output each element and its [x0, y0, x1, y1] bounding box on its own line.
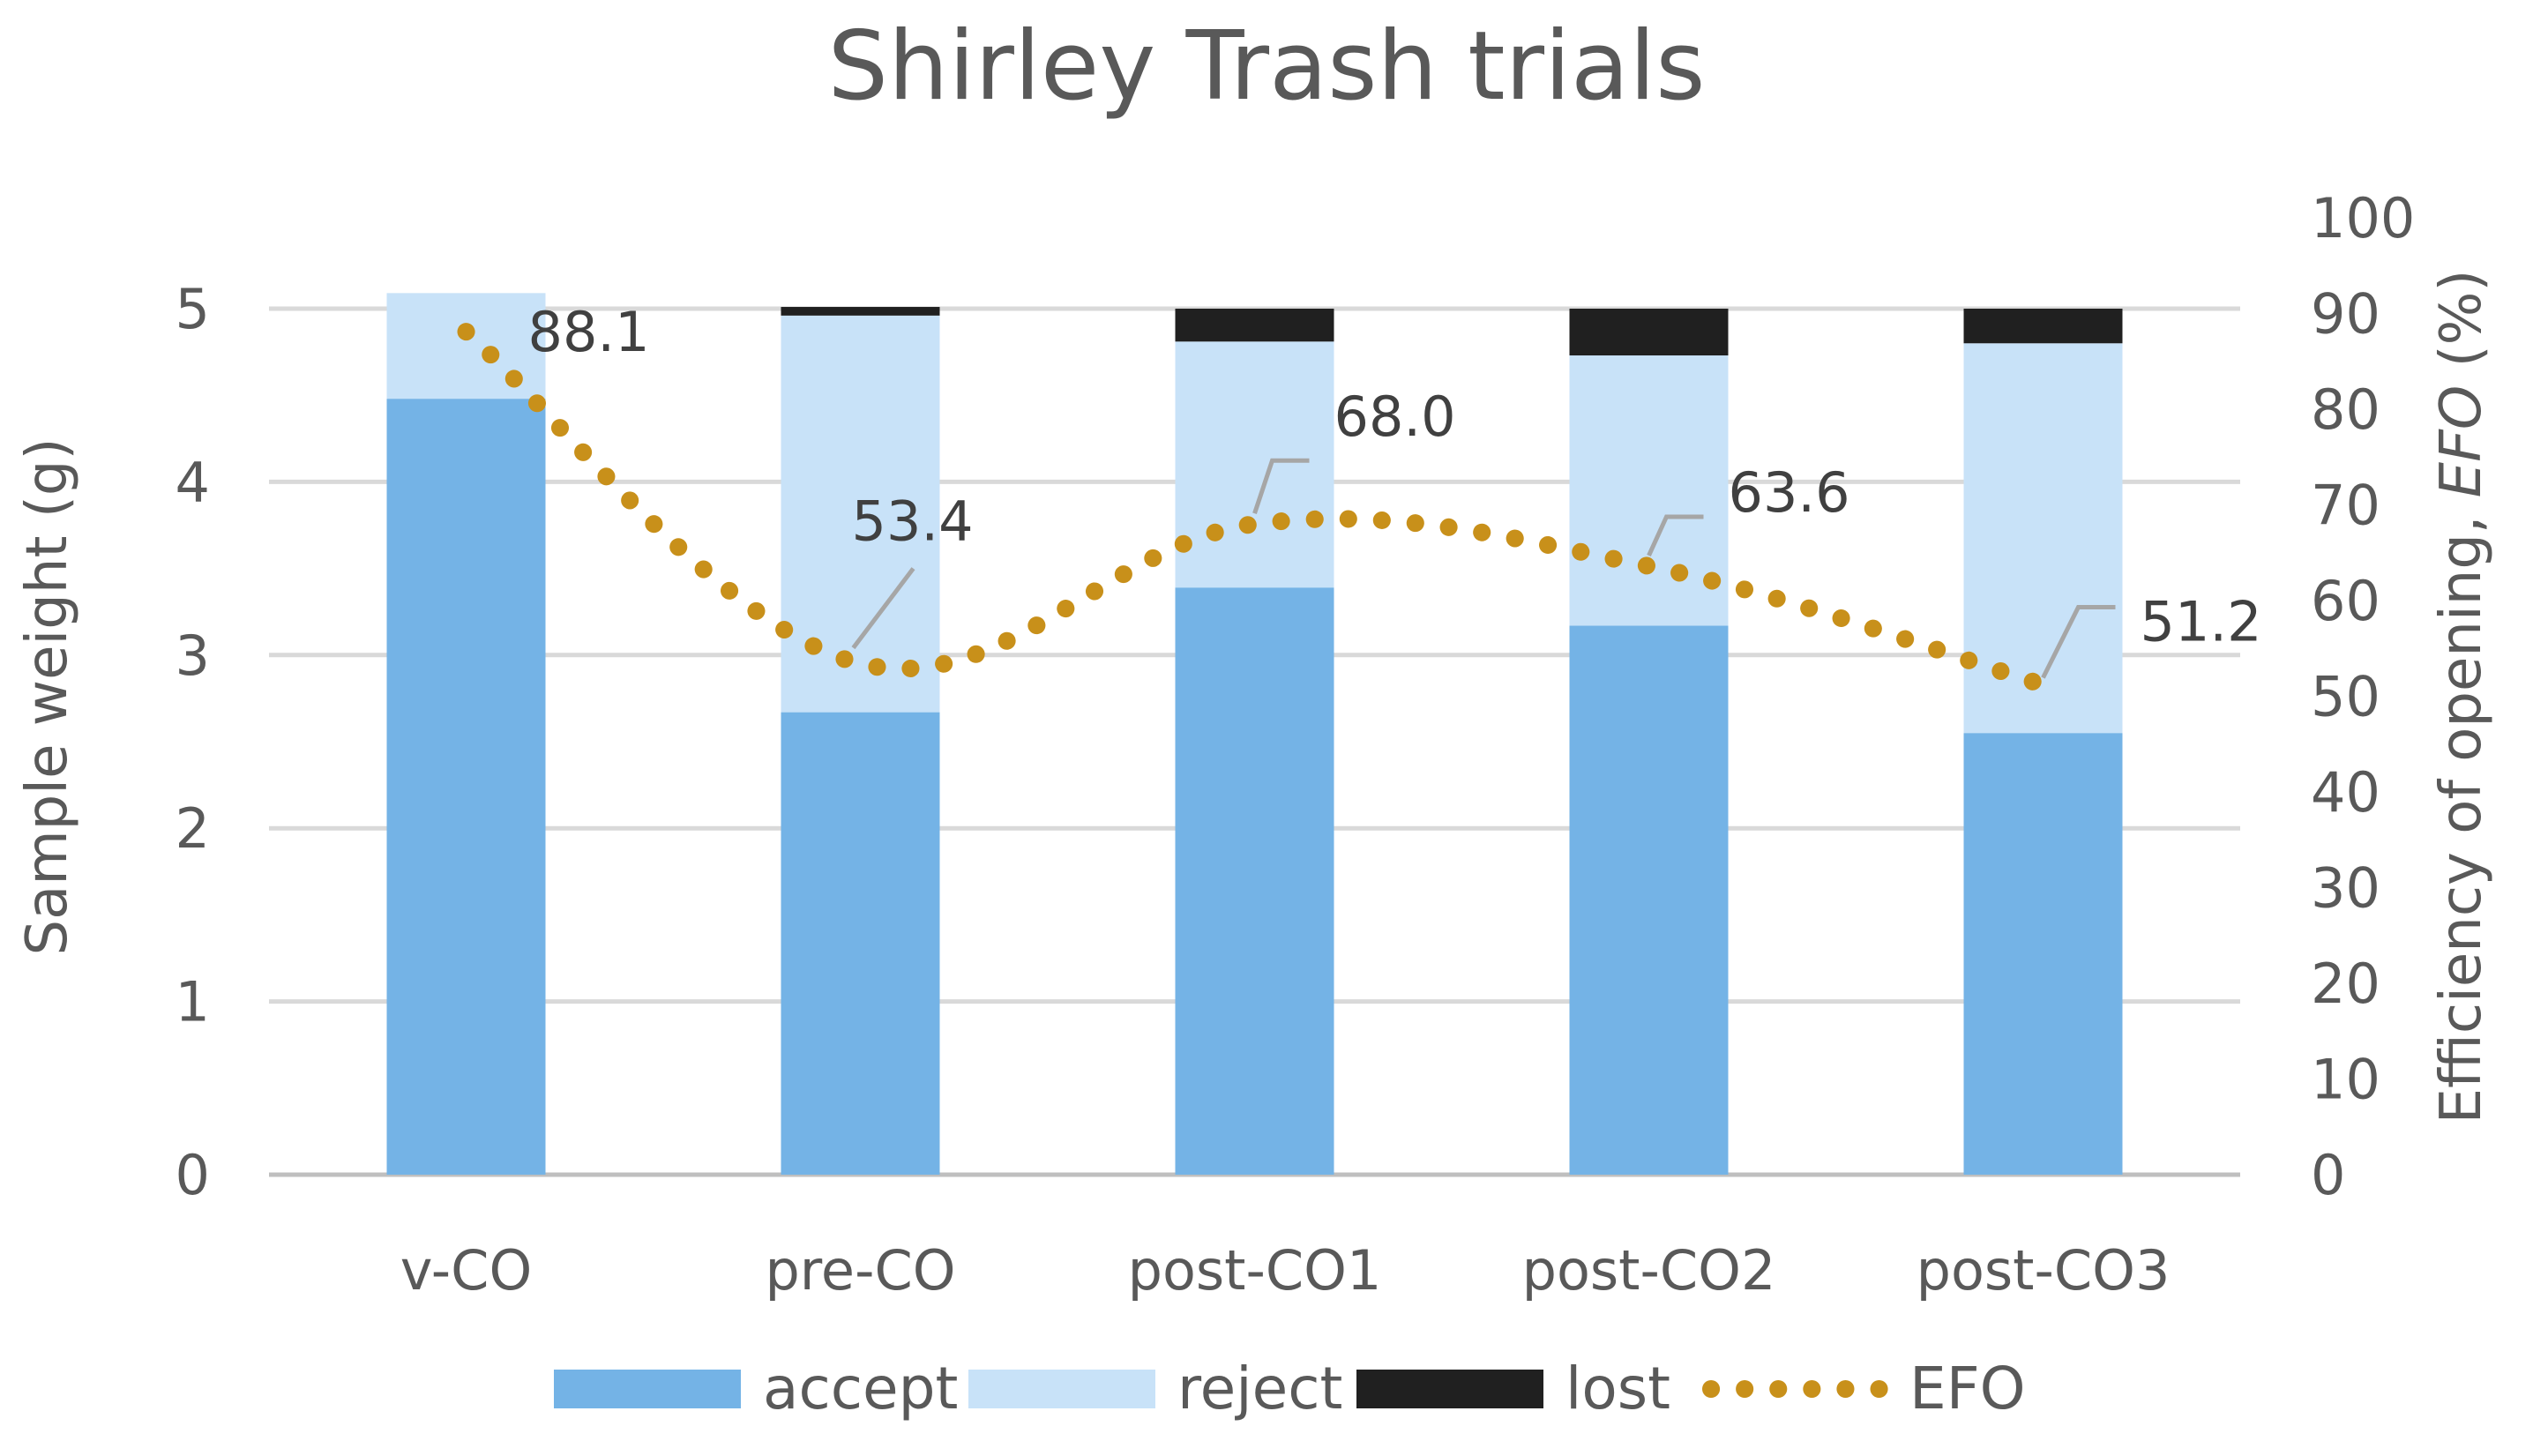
x-tick-label: v-CO — [400, 1238, 533, 1303]
legend-label-lost: lost — [1565, 1355, 1670, 1422]
y2-tick-label: 30 — [2311, 856, 2380, 921]
y-axis-ticks: 0 1 2 3 4 5 — [176, 277, 210, 1207]
chart-title: Shirley Trash trials — [827, 11, 1705, 122]
bar-reject — [1175, 341, 1334, 588]
y2-axis-title-italic: EFO — [2429, 385, 2494, 498]
bar-lost — [781, 307, 940, 316]
legend-swatch-lost — [1356, 1370, 1543, 1408]
legend-label-EFO: EFO — [1909, 1355, 2026, 1422]
y2-tick-label: 10 — [2311, 1048, 2380, 1112]
legend-label-accept: accept — [763, 1355, 958, 1422]
bar-accept — [386, 399, 546, 1175]
x-tick-label: post-CO2 — [1522, 1238, 1776, 1303]
bar-reject — [1963, 343, 2123, 734]
bar-lost — [1175, 309, 1334, 342]
efo-line — [457, 323, 2052, 694]
y-tick-label: 3 — [176, 623, 210, 688]
y2-tick-label: 0 — [2311, 1143, 2345, 1207]
efo-data-label: 53.4 — [852, 489, 974, 554]
y2-tick-label: 50 — [2311, 665, 2380, 729]
efo-data-label: 51.2 — [2141, 589, 2262, 653]
legend-swatch-accept — [554, 1370, 741, 1408]
legend-swatch-reject — [968, 1370, 1155, 1408]
y-tick-label: 0 — [176, 1143, 210, 1207]
bar-group — [386, 293, 2123, 1175]
y2-tick-label: 70 — [2311, 474, 2380, 538]
label-leader-line — [1252, 458, 1310, 514]
y2-axis-ticks: 0 10 20 30 40 50 60 70 80 90 100 — [2311, 186, 2415, 1207]
y-tick-label: 1 — [176, 970, 210, 1034]
x-tick-label: post-CO1 — [1128, 1238, 1382, 1303]
y-axis-title: Sample weight (g) — [15, 438, 80, 956]
efo-data-label: 68.0 — [1334, 385, 1456, 449]
y2-tick-label: 90 — [2311, 282, 2380, 347]
bar-accept — [1569, 625, 1729, 1175]
y-tick-label: 5 — [176, 277, 210, 341]
y2-tick-label: 20 — [2311, 952, 2380, 1016]
efo-line-group — [457, 323, 2052, 694]
label-leader-line — [1647, 514, 1704, 556]
label-leader-line — [2041, 604, 2116, 679]
y2-tick-label: 40 — [2311, 760, 2380, 825]
bar-accept — [781, 712, 940, 1175]
label-leader-line — [851, 567, 915, 650]
y2-axis-title-prefix: Efficiency of opening, — [2429, 497, 2494, 1124]
y2-tick-label: 100 — [2311, 186, 2415, 250]
efo-data-label: 63.6 — [1729, 460, 1850, 525]
x-tick-label: post-CO3 — [1917, 1238, 2171, 1303]
y2-axis-title-suffix: (%) — [2429, 270, 2494, 385]
legend-label-reject: reject — [1177, 1355, 1342, 1422]
bar-reject — [1569, 355, 1729, 626]
x-tick-label: pre-CO — [765, 1238, 955, 1303]
efo-data-label: 88.1 — [528, 300, 650, 364]
label-leaders — [851, 458, 2116, 679]
bar-lost — [1569, 309, 1729, 356]
y-tick-label: 2 — [176, 796, 210, 861]
legend: accept reject lost EFO — [554, 1355, 2026, 1422]
y2-axis-title: Efficiency of opening, EFO (%) — [2429, 270, 2494, 1124]
y2-tick-label: 80 — [2311, 377, 2380, 442]
data-labels: 88.1 53.4 68.0 63.6 51.2 — [528, 300, 2262, 653]
bar-accept — [1175, 587, 1334, 1175]
x-axis-ticks: v-CO pre-CO post-CO1 post-CO2 post-CO3 — [400, 1238, 2171, 1303]
y-tick-label: 4 — [176, 450, 210, 514]
bar-accept — [1963, 733, 2123, 1175]
y2-tick-label: 60 — [2311, 569, 2380, 633]
bar-lost — [1963, 309, 2123, 344]
